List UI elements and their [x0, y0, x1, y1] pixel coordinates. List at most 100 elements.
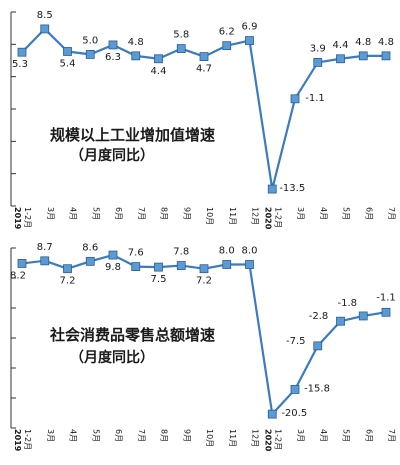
- year-label: 2020: [263, 207, 272, 230]
- data-point: [336, 316, 345, 326]
- data-label: 5.4: [60, 58, 76, 69]
- x-tick-label: 5月: [91, 207, 100, 220]
- x-tick-label: 3月: [46, 207, 55, 220]
- x-tick-label: 6月: [114, 207, 123, 220]
- data-point: [131, 51, 141, 61]
- data-label: -1.1: [376, 292, 396, 303]
- data-label: 7.2: [196, 276, 212, 287]
- data-point: [108, 250, 118, 260]
- data-label: 6.9: [242, 22, 258, 33]
- x-tick-label: 10月: [205, 207, 214, 225]
- data-label: -1.8: [337, 298, 357, 309]
- chart-title: 社会消费品零售总额增速: [49, 326, 215, 344]
- x-tick-label: 11月: [228, 429, 237, 447]
- x-tick-label: 9月: [182, 429, 191, 442]
- data-point: [63, 264, 72, 274]
- data-label: -1.1: [305, 93, 325, 104]
- data-point: [222, 260, 232, 269]
- data-label: 8.5: [37, 10, 53, 21]
- x-tick-label: 6月: [364, 429, 373, 442]
- data-label: 8.0: [219, 246, 235, 257]
- chart-title: 规模以上工业增加值增速: [50, 126, 215, 144]
- data-point: [176, 44, 186, 53]
- data-point: [85, 256, 95, 266]
- chart-subtitle: （月度同比）: [70, 147, 154, 164]
- x-tick-label: 4月: [69, 207, 78, 220]
- x-tick-label: 7月: [387, 207, 396, 220]
- x-tick-label: 3月: [296, 429, 305, 442]
- x-tick-label: 6月: [364, 207, 373, 220]
- x-tick-label: 8月: [160, 207, 169, 220]
- data-label: 8.0: [242, 246, 258, 257]
- year-label: 2020: [263, 429, 272, 452]
- x-tick-label: 4月: [319, 207, 328, 220]
- data-label: 4.8: [128, 37, 144, 48]
- x-tick-label: 5月: [342, 429, 351, 442]
- data-point: [245, 260, 254, 269]
- data-point: [267, 409, 277, 419]
- data-point: [290, 385, 300, 394]
- year-label: 2019: [13, 207, 22, 230]
- x-tick-label: 11月: [228, 207, 237, 225]
- data-point: [313, 341, 323, 351]
- x-tick-label: 7月: [137, 207, 146, 220]
- retail-sales-chart: 社会消费品零售总额增速 （月度同比） 8.2 8.7 7.2 8.6 9.8 7.6 7.5…: [10, 242, 396, 452]
- data-label: 8.6: [82, 242, 98, 253]
- data-label: 4.8: [355, 37, 371, 48]
- data-point: [17, 259, 27, 268]
- x-tick-label: 6月: [114, 429, 123, 442]
- data-label: 8.7: [37, 242, 53, 253]
- data-label: 7.6: [128, 248, 144, 259]
- data-label: -15.8: [304, 383, 330, 394]
- data-point: [267, 184, 277, 194]
- data-point: [358, 311, 368, 321]
- data-point: [245, 36, 254, 45]
- x-tick-label: 1-2月: [23, 207, 32, 228]
- x-tick-label: 1-2月: [23, 429, 32, 450]
- data-label: -13.5: [279, 183, 305, 194]
- data-label: 6.3: [105, 52, 121, 63]
- x-tick-label: 4月: [69, 429, 78, 442]
- data-label: 5.8: [173, 30, 189, 41]
- data-label: 7.5: [151, 274, 167, 285]
- x-tick-label: 10月: [205, 429, 214, 447]
- x-tick-label: 1-2月: [273, 207, 282, 228]
- data-point: [154, 54, 163, 64]
- data-label: 5.0: [82, 35, 98, 46]
- data-label: 7.8: [173, 247, 189, 258]
- data-label: 7.2: [60, 276, 76, 287]
- data-point: [290, 94, 300, 104]
- data-label: 8.2: [10, 270, 26, 281]
- data-point: [40, 24, 50, 34]
- x-tick-label: 1-2月: [273, 429, 282, 450]
- x-tick-label: 3月: [296, 207, 305, 220]
- x-tick-label: 5月: [91, 429, 100, 442]
- data-label: 5.3: [12, 59, 28, 70]
- data-point: [85, 50, 95, 59]
- chart-subtitle: （月度同比）: [70, 349, 154, 366]
- x-tick-label: 12月: [251, 429, 260, 447]
- industrial-value-added-chart: 规模以上工业增加值增速 （月度同比） 5.3 8.5 5.4 5.0 6.3 4.8 4.4…: [10, 10, 396, 230]
- x-tick-label: 4月: [319, 429, 328, 442]
- data-point: [222, 41, 232, 51]
- data-point: [17, 47, 27, 57]
- data-label: 9.8: [105, 262, 121, 273]
- data-point: [154, 262, 163, 272]
- x-tick-label: 7月: [387, 429, 396, 442]
- data-label: -2.8: [309, 311, 329, 322]
- x-tick-label: 7月: [137, 429, 146, 442]
- year-label: 2019: [13, 429, 22, 452]
- data-label: 4.4: [151, 66, 167, 77]
- data-point: [176, 261, 186, 270]
- data-label: 4.7: [196, 64, 212, 75]
- data-point: [336, 54, 345, 64]
- data-point: [40, 256, 50, 266]
- x-tick-label: 12月: [251, 207, 260, 225]
- x-tick-label: 8月: [160, 429, 169, 442]
- data-label: -20.5: [281, 408, 307, 419]
- data-label: -7.5: [286, 336, 306, 347]
- data-label: 4.4: [333, 40, 349, 51]
- data-point: [381, 307, 391, 317]
- data-point: [108, 40, 118, 50]
- data-point: [358, 51, 368, 61]
